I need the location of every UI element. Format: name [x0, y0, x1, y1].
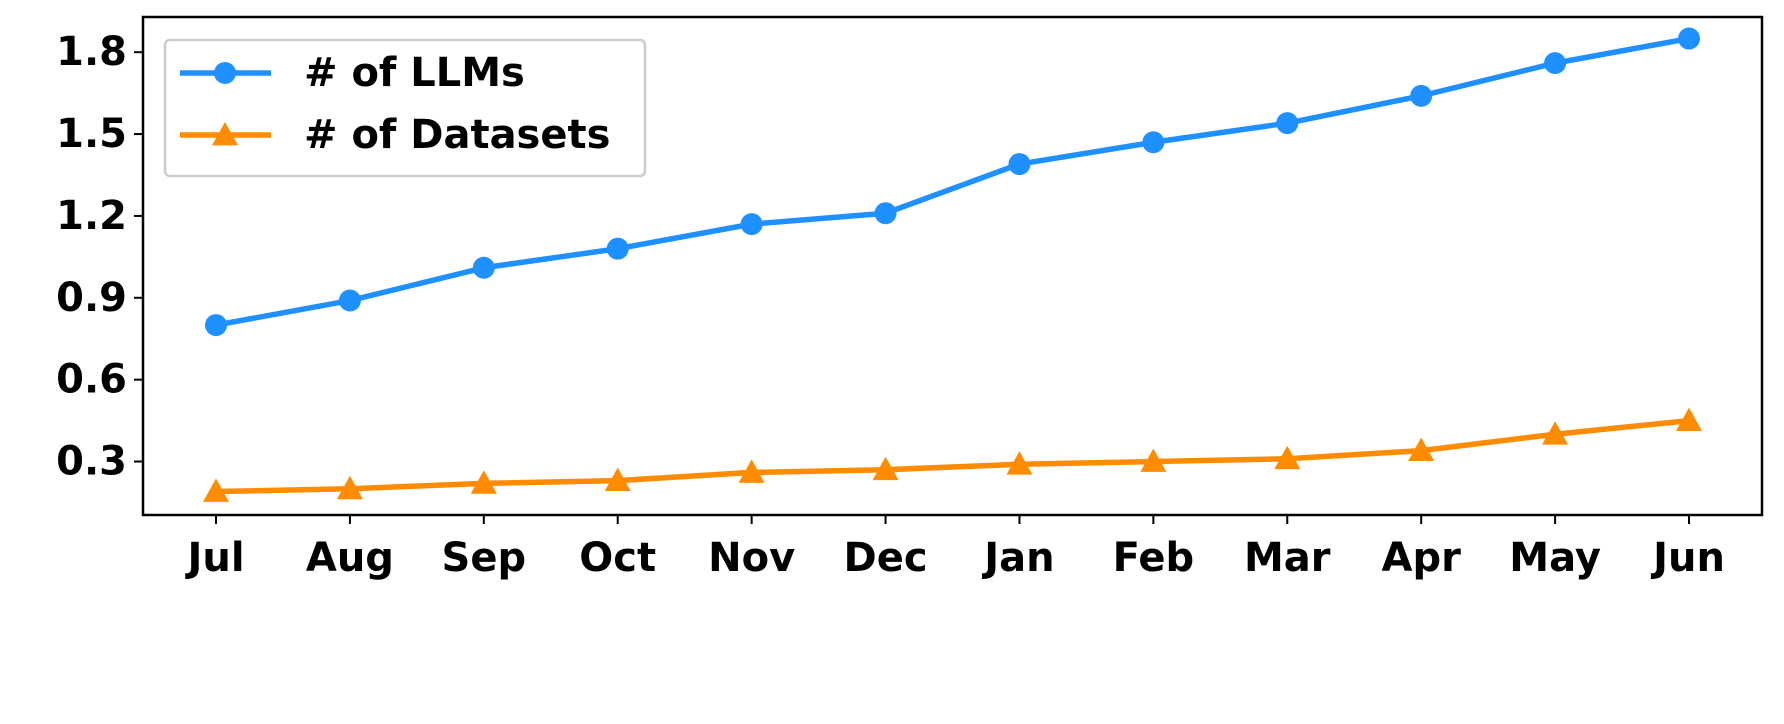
marker: [1008, 153, 1031, 176]
legend-marker: [212, 122, 238, 146]
marker: [606, 237, 629, 260]
marker: [738, 459, 765, 483]
marker: [1276, 112, 1299, 135]
marker: [203, 478, 229, 502]
x-tick-label: Aug: [306, 535, 394, 581]
marker: [205, 314, 227, 337]
x-tick-label: Jan: [981, 535, 1054, 581]
x-tick-label: Jul: [184, 535, 244, 581]
marker: [740, 213, 763, 236]
legend-box: [163, 38, 647, 178]
marker: [1410, 84, 1433, 107]
legend-label: # of Datasets: [304, 112, 610, 158]
x-tick-label: Feb: [1113, 535, 1194, 581]
legend-marker: [214, 62, 236, 84]
plot-frame: [141, 15, 1764, 517]
x-tick-label: Nov: [708, 535, 795, 581]
marker: [1408, 437, 1435, 462]
marker: [1274, 445, 1301, 470]
marker: [604, 467, 631, 492]
x-tick-label: Jun: [1650, 535, 1725, 581]
x-tick-label: Mar: [1244, 535, 1331, 581]
x-tick-label: Dec: [844, 535, 928, 581]
y-tick-label: 0.6: [56, 357, 127, 403]
marker: [1006, 451, 1033, 475]
y-tick-label: 1.2: [56, 193, 127, 239]
marker: [472, 256, 495, 279]
y-tick-label: 0.3: [56, 439, 127, 485]
series-line: [215, 35, 1690, 328]
marker: [1544, 52, 1567, 75]
x-tick-label: Sep: [442, 535, 527, 581]
marker: [338, 289, 361, 312]
marker: [1142, 131, 1165, 154]
marker: [1678, 27, 1700, 50]
marker: [1542, 421, 1569, 445]
marker: [1140, 448, 1167, 472]
legend-label: # of LLMs: [304, 50, 525, 96]
marker: [470, 470, 497, 494]
marker: [336, 475, 363, 500]
x-tick-label: May: [1509, 535, 1601, 581]
marker: [872, 456, 899, 481]
series-line: [215, 417, 1690, 495]
y-tick-label: 1.5: [56, 111, 127, 157]
marker: [874, 202, 897, 225]
y-tick-label: 0.9: [56, 275, 127, 321]
marker: [1676, 407, 1702, 431]
x-tick-label: Apr: [1382, 535, 1462, 581]
x-tick-label: Oct: [579, 535, 656, 581]
y-tick-label: 1.8: [56, 29, 127, 75]
